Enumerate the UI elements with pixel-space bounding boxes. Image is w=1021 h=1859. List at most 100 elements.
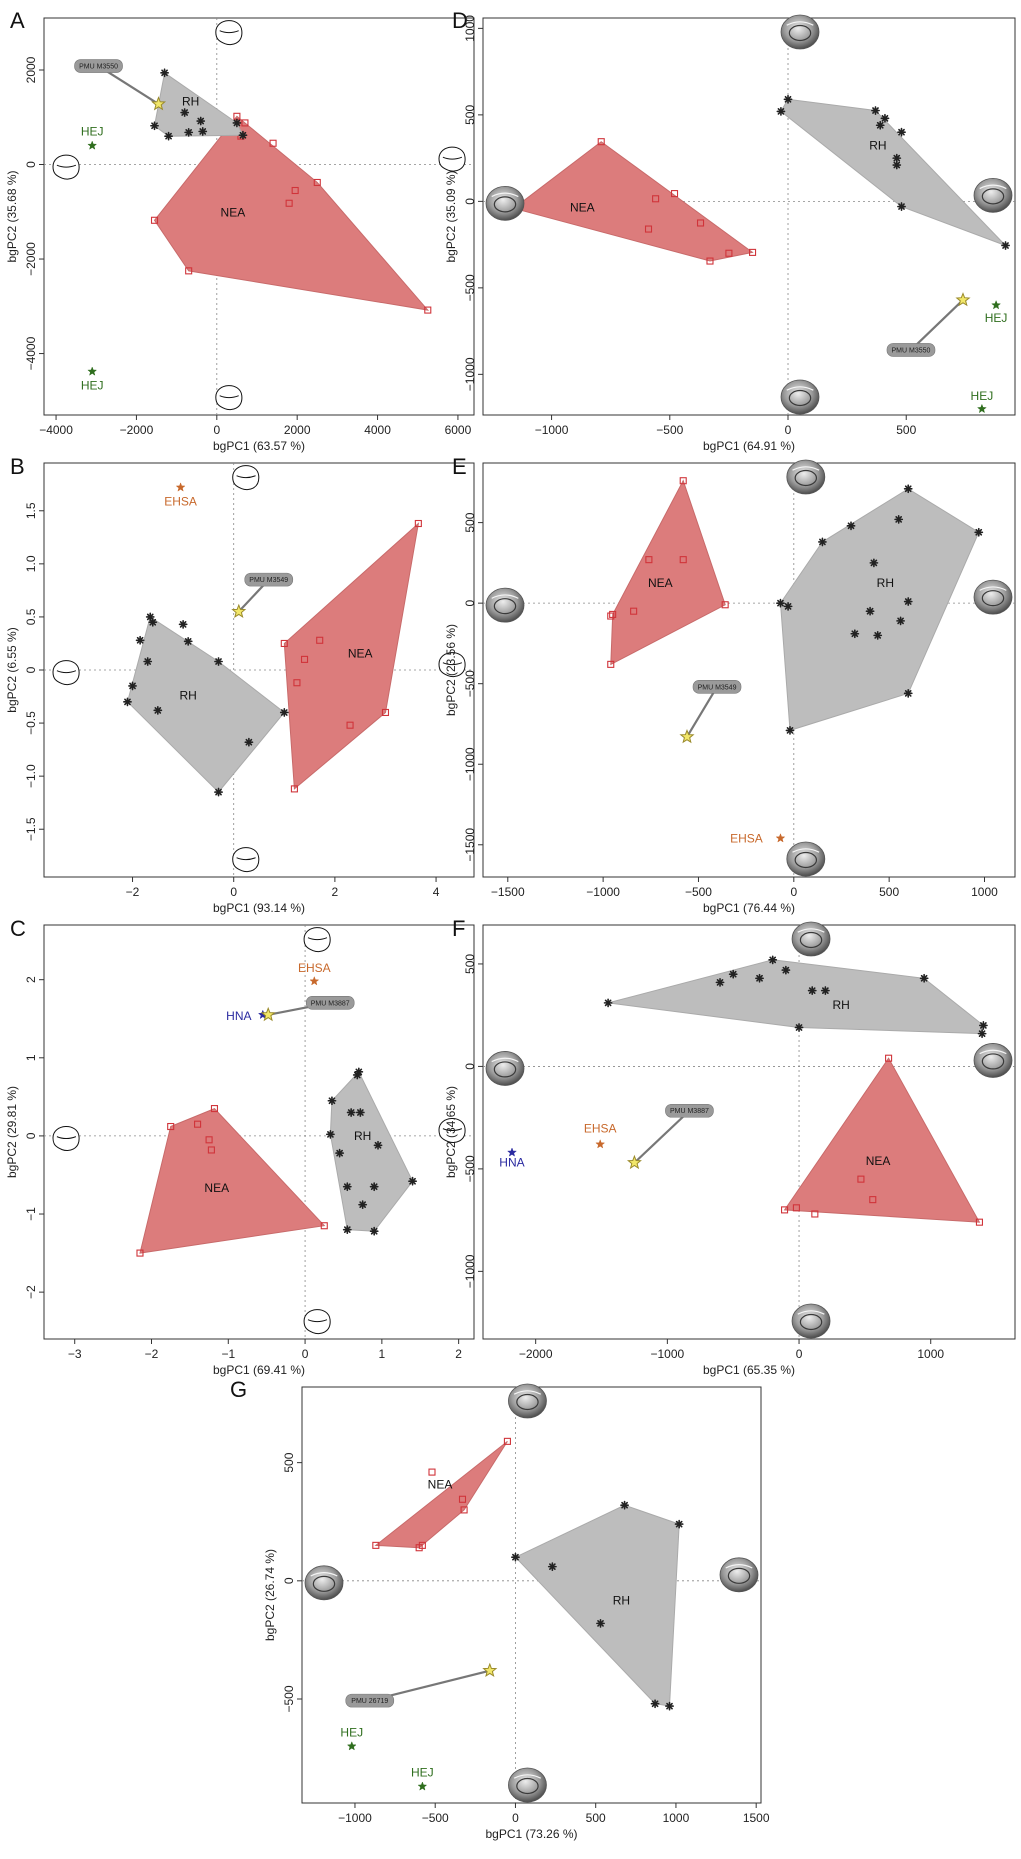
x-tick-label: 0 xyxy=(512,1811,519,1825)
nea-point xyxy=(300,655,309,663)
rh-point xyxy=(327,1096,337,1106)
rh-point xyxy=(903,597,913,606)
rh-point xyxy=(755,973,764,983)
rh-point xyxy=(892,160,902,170)
x-tick-label: 1 xyxy=(379,1347,386,1361)
nea-point xyxy=(607,612,615,620)
x-tick-label: 2 xyxy=(332,885,339,899)
rh-point xyxy=(148,617,158,627)
nea-group-label: NEA xyxy=(348,646,373,660)
specimen-tag xyxy=(305,996,355,1010)
nea-convex-hull xyxy=(783,1057,981,1223)
nea-point xyxy=(372,1541,380,1549)
tooth-render-icon xyxy=(973,579,1013,615)
y-tick-label: 0 xyxy=(463,198,477,205)
tooth-outline-icon xyxy=(52,660,80,686)
nea-point xyxy=(185,267,193,275)
tooth-render-icon xyxy=(973,1043,1013,1078)
rh-point xyxy=(143,657,153,666)
nea-point xyxy=(313,178,321,187)
ehsa-star xyxy=(175,482,186,492)
panel-letter: C xyxy=(10,916,26,941)
rh-point xyxy=(974,527,984,537)
hej-label: HEJ xyxy=(985,311,1008,325)
panel-letter: D xyxy=(452,8,468,33)
y-tick-label: −500 xyxy=(282,1685,296,1712)
rh-point xyxy=(603,998,613,1008)
hej-star xyxy=(87,140,98,150)
rh-group-label: RH xyxy=(833,998,850,1012)
nea-point xyxy=(679,556,687,564)
rh-point xyxy=(408,1176,417,1186)
x-tick-label: −1000 xyxy=(338,1811,372,1825)
panel-letter: B xyxy=(10,454,25,479)
rh-point xyxy=(369,1182,379,1192)
nea-point xyxy=(316,636,324,644)
chart-panel-c: C −3 −2 −1 0 1 2 −2 −1 0 1 2 bgPC1 (69.41 %) bgPC2 (2… xyxy=(5,916,475,1377)
hej-label: HEJ xyxy=(340,1725,363,1739)
hej-star xyxy=(417,1781,428,1791)
y-tick-label: 500 xyxy=(282,1452,296,1472)
rh-point xyxy=(919,973,929,983)
tooth-render-icon xyxy=(973,177,1013,213)
plot-frame xyxy=(301,1386,762,1804)
rh-point xyxy=(180,108,190,117)
rh-point xyxy=(232,118,242,128)
nea-point xyxy=(645,556,653,564)
panel-letter: G xyxy=(230,1377,247,1402)
y-tick-label: −2 xyxy=(24,1285,38,1299)
rh-point xyxy=(620,1500,629,1510)
y-axis-title: bgPC2 (35.68 %) xyxy=(5,170,19,262)
rh-point xyxy=(820,986,830,995)
rh-point xyxy=(279,708,289,717)
rh-convex-hull xyxy=(779,488,980,732)
nea-point xyxy=(346,721,354,729)
nea-group-label: NEA xyxy=(428,1478,453,1492)
nea-point xyxy=(630,607,638,615)
x-tick-label: 1500 xyxy=(743,1811,770,1825)
nea-point xyxy=(424,306,432,314)
specimen-star xyxy=(260,1006,276,1022)
x-tick-label: 1000 xyxy=(971,885,998,899)
y-tick-label: −1000 xyxy=(463,747,477,781)
rh-point xyxy=(373,1140,383,1150)
y-tick-label: −1.5 xyxy=(24,817,38,841)
x-tick-label: 0 xyxy=(796,1347,803,1361)
plot-frame xyxy=(482,924,1016,1340)
panel-letter: E xyxy=(452,454,467,479)
nea-point xyxy=(597,138,605,146)
nea-point xyxy=(503,1437,511,1445)
rh-point xyxy=(785,726,795,735)
x-axis-title: bgPC1 (64.91 %) xyxy=(703,439,795,453)
rh-point xyxy=(214,787,223,797)
rh-point xyxy=(150,121,159,131)
hej-star xyxy=(346,1741,357,1751)
tooth-render-icon xyxy=(719,1557,759,1593)
hej-label: HEJ xyxy=(411,1765,434,1779)
tooth-outline-icon xyxy=(215,385,243,411)
rh-point xyxy=(728,969,738,979)
nea-point xyxy=(210,1105,219,1113)
x-tick-label: −1500 xyxy=(491,885,525,899)
specimen-star xyxy=(679,729,695,744)
rh-group-label: RH xyxy=(877,576,894,590)
rh-point xyxy=(369,1226,379,1236)
plot-frame xyxy=(43,17,475,416)
nea-point xyxy=(725,249,733,257)
x-tick-label: −3 xyxy=(68,1347,82,1361)
nea-group-label: NEA xyxy=(866,1154,891,1168)
rh-point xyxy=(776,598,785,608)
rh-convex-hull xyxy=(329,1071,414,1232)
tooth-outline-icon xyxy=(232,847,260,873)
tooth-render-icon xyxy=(304,1565,344,1601)
rh-point xyxy=(164,131,173,141)
x-tick-label: −2000 xyxy=(519,1347,553,1361)
rh-point xyxy=(903,688,913,698)
chart-panel-b: B −2 0 2 4 −1.5 −1.0 −0.5 0 0.5 1.0 1.5 bgPC1 (93.14… xyxy=(5,454,475,915)
chart-panel-g: G −1000 −500 0 500 1000 1500 −500 0 500 bgPC1 (73.… xyxy=(230,1377,770,1841)
rh-group-label: RH xyxy=(182,94,199,108)
nea-point xyxy=(607,660,615,668)
nea-point xyxy=(609,610,617,618)
rh-point xyxy=(342,1225,352,1235)
tooth-render-icon xyxy=(508,1383,547,1419)
